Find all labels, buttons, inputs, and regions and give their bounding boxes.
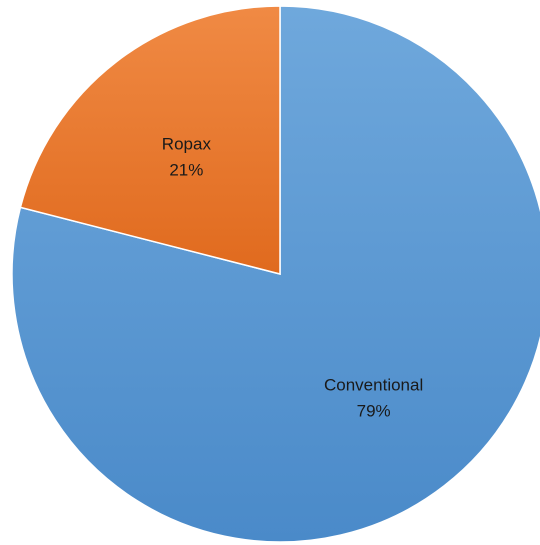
pie-labels: Conventional 79% Ropax 21% xyxy=(162,134,423,420)
pie-label-value: 79% xyxy=(357,402,391,421)
pie-label-category: Ropax xyxy=(162,134,212,153)
pie-label-category: Conventional xyxy=(324,376,423,395)
pie-slices xyxy=(11,5,540,543)
pie-slice-ropax xyxy=(19,5,281,275)
pie-slice-conventional xyxy=(11,5,540,543)
pie-label-conventional: Conventional 79% xyxy=(324,376,423,421)
pie-label-ropax: Ropax 21% xyxy=(162,134,212,179)
pie-label-value: 21% xyxy=(169,160,203,179)
